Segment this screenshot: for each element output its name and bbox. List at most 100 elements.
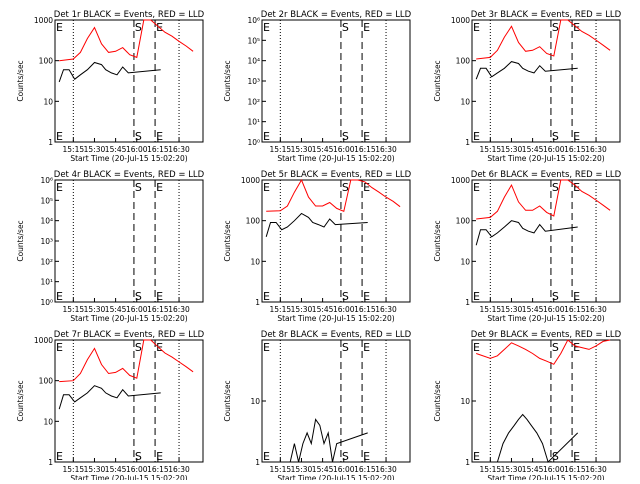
marker-label-top: E bbox=[363, 341, 370, 354]
marker-label-bottom: S bbox=[552, 290, 559, 303]
x-axis-label: Start Time (20-Jul-15 15:02:20) bbox=[277, 314, 394, 323]
marker-label-bottom: S bbox=[342, 290, 349, 303]
y-tick-label: 1000 bbox=[451, 16, 470, 25]
series-events-line bbox=[475, 220, 578, 246]
y-tick-label: 10 bbox=[250, 397, 260, 406]
y-axis-label: Counts/sec bbox=[16, 380, 25, 421]
x-tick-label: 15:45 bbox=[312, 145, 334, 154]
marker-label-bottom: E bbox=[156, 130, 163, 143]
x-tick-label: 15:15 bbox=[480, 305, 502, 314]
plot-frame bbox=[261, 19, 411, 143]
marker-label-top: E bbox=[56, 21, 63, 34]
x-axis-label: Start Time (20-Jul-15 15:02:20) bbox=[277, 474, 394, 480]
x-tick-label: 15:15 bbox=[63, 145, 85, 154]
marker-label-top: S bbox=[342, 181, 349, 194]
series-events-line bbox=[265, 212, 368, 237]
y-tick-label: 1 bbox=[255, 298, 260, 307]
x-tick-label: 15:45 bbox=[105, 145, 127, 154]
y-tick-label: 10² bbox=[40, 257, 53, 266]
marker-label-bottom: E bbox=[263, 450, 270, 463]
y-tick-label: 100 bbox=[246, 217, 261, 226]
marker-label-top: E bbox=[263, 21, 270, 34]
y-tick-label: 10⁵ bbox=[247, 36, 260, 45]
y-tick-label: 10⁴ bbox=[247, 57, 260, 66]
plot-frame bbox=[54, 339, 204, 463]
x-tick-label: 16:30 bbox=[585, 305, 607, 314]
x-tick-label: 16:15 bbox=[564, 145, 586, 154]
marker-label-bottom: E bbox=[363, 450, 370, 463]
panel-title: Det 4r BLACK = Events, RED = LLD bbox=[54, 170, 205, 180]
marker-label-bottom: E bbox=[363, 290, 370, 303]
marker-label-top: S bbox=[552, 181, 559, 194]
marker-label-top: E bbox=[263, 181, 270, 194]
x-axis-label: Start Time (20-Jul-15 15:02:20) bbox=[277, 154, 394, 163]
x-tick-label: 16:00 bbox=[333, 465, 355, 474]
y-tick-label: 100 bbox=[456, 57, 471, 66]
marker-label-top: E bbox=[156, 341, 163, 354]
marker-label-bottom: E bbox=[263, 290, 270, 303]
x-tick-label: 16:30 bbox=[375, 145, 397, 154]
y-tick-label: 100 bbox=[39, 57, 54, 66]
marker-label-top: E bbox=[473, 181, 480, 194]
x-tick-label: 15:45 bbox=[105, 465, 127, 474]
y-axis-label: Counts/sec bbox=[223, 220, 232, 261]
marker-label-top: E bbox=[473, 341, 480, 354]
marker-label-bottom: E bbox=[473, 130, 480, 143]
marker-label-bottom: E bbox=[473, 290, 480, 303]
marker-label-top: S bbox=[552, 21, 559, 34]
marker-label-bottom: E bbox=[56, 450, 63, 463]
marker-label-bottom: S bbox=[552, 450, 559, 463]
series-events-line bbox=[496, 413, 579, 463]
series-events-line bbox=[289, 418, 368, 463]
x-tick-label: 16:15 bbox=[354, 145, 376, 154]
panel-title: Det 9r BLACK = Events, RED = LLD bbox=[471, 330, 622, 340]
x-axis-label: Start Time (20-Jul-15 15:02:20) bbox=[70, 474, 187, 480]
x-tick-label: 15:30 bbox=[291, 305, 313, 314]
y-axis-label: Counts/sec bbox=[433, 220, 442, 261]
series-events-line bbox=[58, 61, 161, 83]
panel-det-7: Det 7r BLACK = Events, RED = LLD 1 10 100 10… bbox=[16, 330, 205, 483]
panel-title: Det 1r BLACK = Events, RED = LLD bbox=[54, 10, 205, 20]
plot-frame bbox=[261, 339, 411, 463]
marker-label-top: E bbox=[56, 181, 63, 194]
x-tick-label: 16:00 bbox=[333, 305, 355, 314]
y-tick-label: 10¹ bbox=[247, 118, 260, 127]
y-tick-label: 1 bbox=[48, 458, 53, 467]
x-tick-label: 15:45 bbox=[522, 145, 544, 154]
x-axis-label: Start Time (20-Jul-15 15:02:20) bbox=[487, 314, 604, 323]
x-tick-label: 16:30 bbox=[375, 465, 397, 474]
panel-title: Det 8r BLACK = Events, RED = LLD bbox=[261, 330, 412, 340]
x-tick-label: 15:30 bbox=[84, 465, 106, 474]
x-tick-label: 16:00 bbox=[543, 305, 565, 314]
x-tick-label: 16:30 bbox=[585, 145, 607, 154]
x-tick-label: 15:30 bbox=[84, 305, 106, 314]
x-tick-label: 15:15 bbox=[270, 305, 292, 314]
x-tick-label: 16:00 bbox=[543, 145, 565, 154]
x-tick-label: 15:15 bbox=[63, 305, 85, 314]
y-tick-label: 1000 bbox=[241, 176, 260, 185]
y-axis-label: Counts/sec bbox=[223, 60, 232, 101]
marker-label-top: E bbox=[263, 341, 270, 354]
x-tick-label: 16:15 bbox=[147, 145, 169, 154]
series-lld-line bbox=[59, 19, 194, 62]
panel-det-9: Det 9r BLACK = Events, RED = LLD 1 10 Count… bbox=[433, 330, 622, 483]
marker-label-bottom: E bbox=[56, 130, 63, 143]
panel-title: Det 3r BLACK = Events, RED = LLD bbox=[471, 10, 622, 20]
x-axis-label: Start Time (20-Jul-15 15:02:20) bbox=[70, 154, 187, 163]
x-tick-label: 16:15 bbox=[564, 305, 586, 314]
x-axis-label: Start Time (20-Jul-15 15:02:20) bbox=[487, 474, 604, 480]
y-tick-label: 10 bbox=[460, 97, 470, 106]
marker-label-bottom: E bbox=[263, 130, 270, 143]
y-tick-label: 10 bbox=[460, 397, 470, 406]
x-tick-label: 15:30 bbox=[501, 305, 523, 314]
x-tick-label: 16:15 bbox=[354, 305, 376, 314]
y-tick-label: 10 bbox=[43, 417, 53, 426]
panel-title: Det 7r BLACK = Events, RED = LLD bbox=[54, 330, 205, 340]
y-tick-label: 1000 bbox=[451, 176, 470, 185]
marker-label-top: E bbox=[573, 181, 580, 194]
x-tick-label: 16:00 bbox=[126, 465, 148, 474]
series-events-line bbox=[475, 61, 578, 80]
y-axis-label: Counts/sec bbox=[433, 60, 442, 101]
x-tick-label: 15:15 bbox=[270, 465, 292, 474]
